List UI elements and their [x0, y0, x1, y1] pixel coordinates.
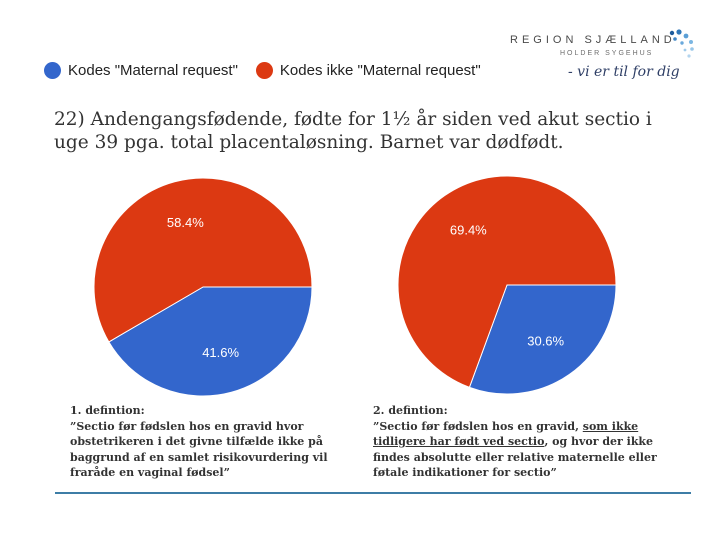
legend-label: Kodes "Maternal request" [68, 62, 238, 79]
title-line-1: 22) Andengangsfødende, fødte for 1½ år s… [54, 109, 652, 130]
region-sjaelland-logo: REGION SJÆLLAND HOLDER SYGEHUS - vi er t… [508, 28, 698, 88]
pie-slice-not-maternal-request [397, 175, 617, 388]
definition-2-underlined-text: som ikke [582, 419, 639, 433]
legend-swatch-red [255, 62, 273, 79]
bottom-divider [55, 492, 691, 494]
definition-1-heading: 1. defintion: [70, 404, 145, 417]
definition-2-line-2: tidligere har født ved sectio, og hvor d… [373, 434, 657, 450]
logo-sub-text: HOLDER SYGEHUS [560, 50, 654, 57]
definition-2-underlined-text: tidligere har født ved sectio [373, 435, 545, 448]
legend-item-not-maternal-request: Kodes ikke "Maternal request" [255, 62, 481, 79]
definition-2-line-4: føtale indikationer for sectio” [373, 466, 557, 479]
pie-slice-label: 69.4% [450, 223, 487, 238]
definition-2-text: ”Sectio før fødslen hos en gravid, [373, 419, 583, 433]
pie-slice-maternal-request [468, 284, 617, 395]
definition-1-line: fraråde en vaginal fødsel” [70, 466, 230, 479]
definition-2-line-1: ”Sectio før fødslen hos en gravid, som i… [373, 419, 657, 435]
pie-slice-label: 30.6% [527, 333, 564, 348]
pie-slice-label: 41.6% [202, 345, 239, 360]
pie-chart-definition-2: 30.6% 69.4% [397, 175, 617, 395]
chart-legend: Kodes "Maternal request" Kodes ikke "Mat… [44, 62, 499, 79]
title-line-2: uge 39 pga. total placentaløsning. Barne… [54, 132, 564, 153]
pie-slice-label: 58.4% [167, 215, 204, 230]
definition-1-line: ”Sectio før fødslen hos en gravid hvor [70, 419, 304, 433]
definition-2-heading: 2. defintion: [373, 404, 448, 417]
legend-swatch-blue [44, 62, 61, 79]
legend-item-maternal-request: Kodes "Maternal request" [44, 62, 238, 79]
pie-chart-definition-1: 41.6% 58.4% [93, 177, 313, 397]
definition-2-line-3: findes absolutte eller relative maternel… [373, 450, 657, 464]
pie-slice-maternal-request [108, 286, 313, 397]
definition-1-line: obstetrikeren i det givne tilfælde ikke … [70, 435, 323, 448]
definition-1-line: baggrund af en samlet risikovurdering vi… [70, 450, 328, 464]
question-title: 22) Andengangsfødende, fødte for 1½ år s… [54, 108, 684, 154]
logo-slogan: - vi er til for dig [568, 64, 680, 80]
legend-label: Kodes ikke "Maternal request" [279, 62, 481, 79]
pie-slice-not-maternal-request [93, 177, 313, 343]
definition-1: 1. defintion: ”Sectio før fødslen hos en… [70, 403, 328, 481]
definition-2-text: , og hvor der ikke [544, 435, 654, 448]
logo-dots-icon [669, 29, 694, 58]
definition-2: 2. defintion: ”Sectio før fødslen hos en… [373, 403, 657, 481]
logo-brand-text: REGION SJÆLLAND [510, 34, 676, 46]
